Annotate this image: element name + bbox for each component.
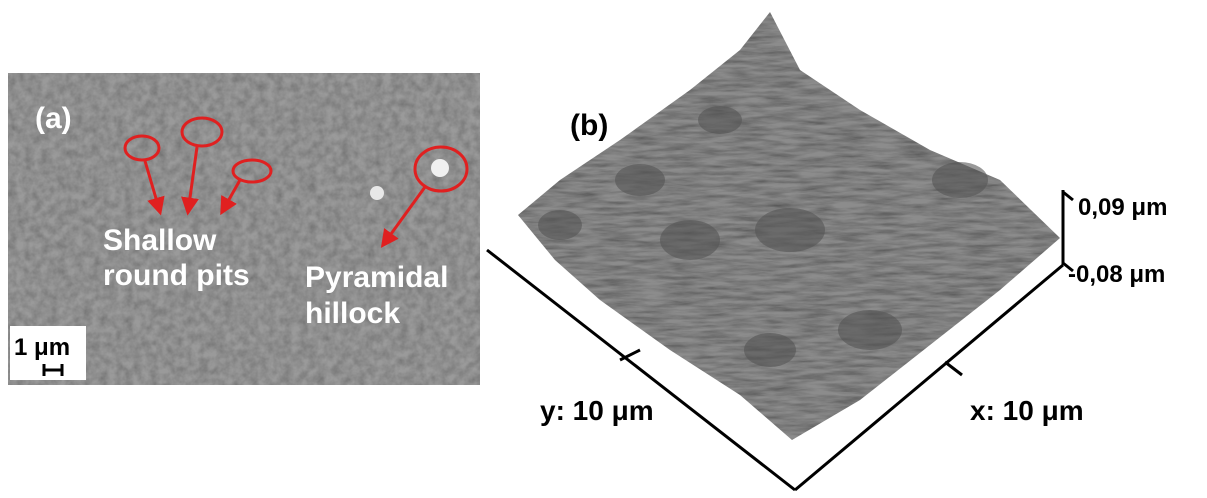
z-max-label: 0,09 μm: [1078, 194, 1167, 221]
hillock-small: [370, 186, 384, 200]
line: round pits: [103, 259, 250, 292]
panel-label: (a): [35, 102, 72, 135]
x-axis-label: x: 10 μm: [970, 395, 1084, 426]
figure: (a) Shallow round pits Pyramidal hillock…: [0, 0, 1207, 498]
line: Pyramidal: [305, 261, 448, 294]
y-axis-label: y: 10 μm: [540, 395, 654, 426]
scale-label: 1 μm: [14, 334, 70, 361]
panel-b: (b) 0,09 μm -0,08 μm y: 10 μm x: 10 μm: [487, 12, 1167, 490]
panel-a: (a) Shallow round pits Pyramidal hillock…: [8, 73, 480, 385]
line: Shallow: [103, 224, 217, 257]
hillock-large: [431, 159, 449, 177]
line: hillock: [305, 297, 400, 330]
z-min-label: -0,08 μm: [1068, 261, 1165, 288]
panel-label: (b): [570, 109, 608, 142]
